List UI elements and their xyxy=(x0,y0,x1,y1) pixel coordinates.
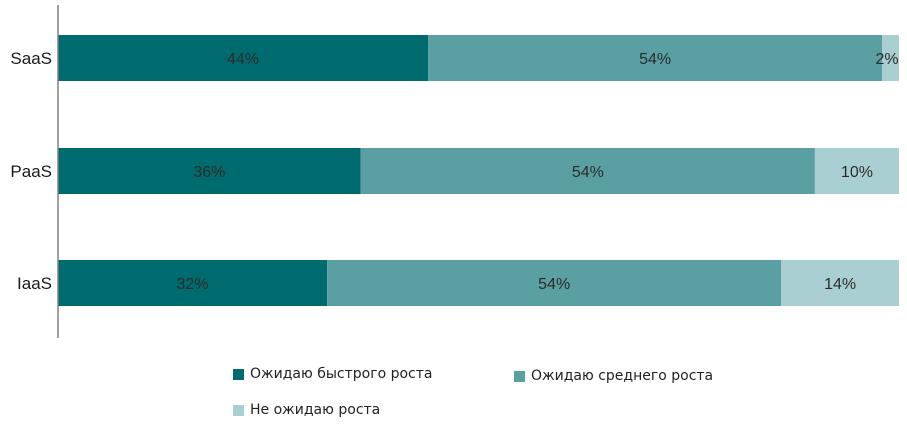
bars-layer: 44% 54% 2% 36% 54% 10% 32% 54% 14% xyxy=(58,35,899,306)
category-label-iaas: IaaS xyxy=(17,274,52,293)
legend-label: Ожидаю быстрого роста xyxy=(250,366,433,382)
bar-segment-paas-medium-growth xyxy=(360,148,815,194)
data-label: 54% xyxy=(572,164,604,181)
data-label: 54% xyxy=(538,276,570,293)
data-label: 14% xyxy=(824,276,856,293)
legend-label: Не ожидаю роста xyxy=(250,402,381,418)
bar-segment-iaas-medium-growth xyxy=(327,260,782,306)
legend-label: Ожидаю среднего роста xyxy=(531,368,714,384)
data-label: 10% xyxy=(841,164,873,181)
data-label: 54% xyxy=(639,51,671,68)
category-labels: SaaS PaaS IaaS xyxy=(10,49,52,293)
bar-segment-paas-no-growth xyxy=(814,148,899,194)
legend-swatch xyxy=(514,370,525,382)
category-label-saas: SaaS xyxy=(10,49,52,68)
legend-item-fast-growth: Ожидаю быстрого роста xyxy=(233,366,432,382)
data-label: 2% xyxy=(875,51,898,68)
bar-segment-iaas-fast-growth xyxy=(58,260,328,306)
legend-item-no-growth: Не ожидаю роста xyxy=(233,402,380,418)
legend-swatch xyxy=(233,404,244,416)
data-label: 36% xyxy=(193,164,225,181)
bar-segment-saas-fast-growth xyxy=(58,35,429,81)
legend-swatch xyxy=(233,368,244,380)
data-label: 44% xyxy=(227,51,259,68)
legend-item-medium-growth: Ожидаю среднего роста xyxy=(514,368,713,384)
bar-segment-paas-fast-growth xyxy=(58,148,361,194)
bar-segment-iaas-no-growth xyxy=(781,260,899,306)
category-label-paas: PaaS xyxy=(10,162,52,181)
data-label: 32% xyxy=(177,276,209,293)
bar-segment-saas-no-growth xyxy=(882,35,899,81)
bar-segment-saas-medium-growth xyxy=(428,35,883,81)
